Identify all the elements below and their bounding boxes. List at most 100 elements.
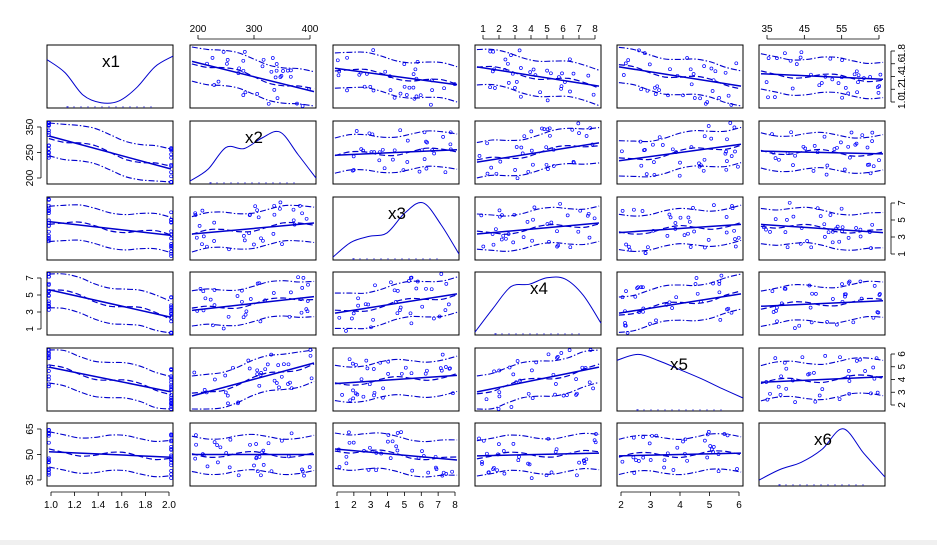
data-point [244,309,249,314]
data-point [725,159,729,163]
panel-frame [474,422,602,487]
data-point [846,91,851,96]
smooth-fit-line [334,147,458,157]
data-point [392,95,397,100]
data-point [555,244,559,249]
tick-label: 1.8 [897,44,908,58]
data-point [383,69,388,74]
data-point [496,407,501,411]
tick-label: 5 [544,24,550,35]
data-point [621,73,626,77]
data-point [624,242,628,247]
data-point [791,214,796,219]
data-point [448,366,452,371]
data-point [348,398,353,403]
smooth-fit-line [476,363,600,395]
data-point [513,168,517,172]
data-point [201,289,206,294]
smooth-fit-line [618,290,742,316]
tick-label: 5 [25,292,36,298]
data-point [847,279,852,284]
data-point [414,286,419,291]
data-point [498,159,503,164]
data-point [824,172,829,177]
data-point [518,378,522,383]
spread-upper-line [48,273,172,303]
data-point [783,51,787,56]
data-point [692,96,697,100]
data-point [442,86,446,91]
data-point [266,441,271,446]
data-point [382,166,387,171]
data-point [410,468,415,473]
smooth-fit-line [476,449,600,460]
tick-label: 5 [402,500,408,511]
data-point [654,318,658,323]
panel-frame [332,422,460,487]
density-curve-x3 [332,201,460,258]
data-point [447,366,452,371]
data-point [837,239,842,244]
spread-upper-line [191,204,315,218]
data-point [169,405,173,409]
data-point [491,467,495,472]
data-point [411,72,416,76]
data-point [812,371,816,375]
data-point [870,222,875,227]
data-point [481,438,486,443]
smooth-fit-line [334,68,458,85]
spread-lower-line [48,382,172,410]
tick-label: 7 [576,24,582,35]
data-point [480,460,484,464]
data-point [243,312,248,317]
spread-upper-line [334,51,458,68]
data-point [278,206,282,211]
data-point [547,126,552,131]
data-point [417,169,422,174]
data-point [830,77,835,82]
data-point [768,230,772,234]
data-point [304,307,309,311]
spread-lower-line [760,315,884,327]
data-point [800,355,805,360]
data-point [708,444,713,448]
data-point [200,208,205,213]
data-point [405,138,410,143]
data-point [200,242,204,247]
data-point [407,85,412,90]
tick-label: 1.6 [115,500,129,511]
data-point [686,231,690,236]
data-point [691,72,696,76]
data-point [484,397,489,402]
data-point [688,67,693,72]
data-point [687,219,692,224]
data-point [398,308,402,312]
data-point [361,394,366,399]
variable-label-x5: x5 [670,355,688,374]
data-point [837,397,842,401]
data-point [363,302,368,307]
data-point [403,365,408,370]
tick-label: 2 [618,500,624,511]
data-point [586,211,591,216]
spread-lower-line [618,162,742,178]
smooth-fit-line [760,223,884,234]
data-point [340,393,344,397]
data-point [47,352,51,356]
data-point [545,68,549,73]
data-point [258,373,263,377]
data-point [213,377,217,382]
data-point [637,459,641,463]
spread-upper-line [476,432,600,442]
data-point [528,70,533,74]
data-point [236,473,241,478]
panel-frame [616,196,744,261]
data-point [277,385,281,390]
linear-fit-line [476,66,600,87]
panel-x5-x5 [616,347,744,412]
data-point [675,445,680,450]
data-point [409,371,414,376]
data-point [766,95,770,100]
spread-lower-line [476,162,600,179]
data-point [236,401,240,406]
